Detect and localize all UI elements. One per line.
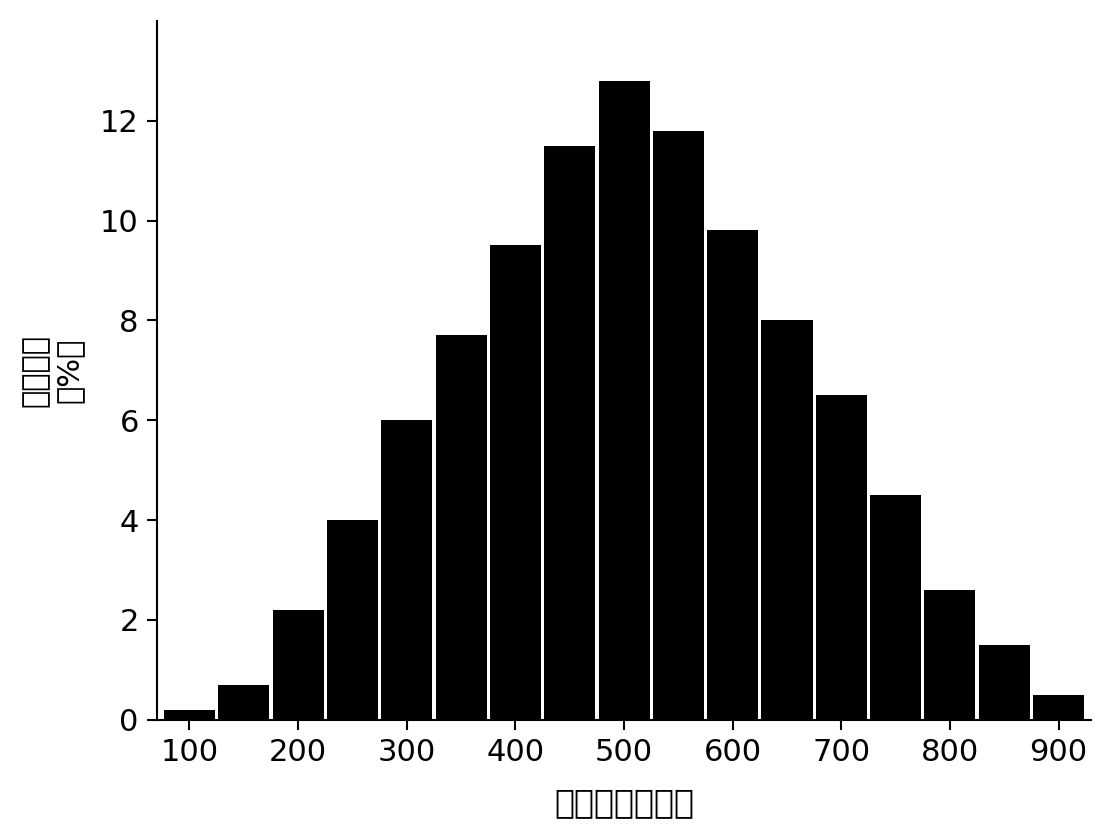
Bar bbox=[544, 145, 595, 720]
X-axis label: 粒径　（微米）: 粒径 （微米） bbox=[554, 786, 694, 819]
Y-axis label: 粒径分布
（%）: 粒径分布 （%） bbox=[21, 333, 83, 407]
Bar bbox=[979, 645, 1030, 720]
Bar bbox=[816, 395, 867, 720]
Bar bbox=[490, 245, 540, 720]
Bar bbox=[653, 131, 704, 720]
Bar bbox=[436, 335, 487, 720]
Bar bbox=[163, 710, 215, 720]
Bar bbox=[218, 685, 269, 720]
Bar bbox=[272, 610, 324, 720]
Bar bbox=[870, 495, 921, 720]
Bar bbox=[381, 420, 433, 720]
Bar bbox=[707, 230, 758, 720]
Bar bbox=[762, 320, 813, 720]
Bar bbox=[1033, 695, 1084, 720]
Bar bbox=[924, 590, 975, 720]
Bar bbox=[327, 520, 378, 720]
Bar bbox=[598, 81, 649, 720]
